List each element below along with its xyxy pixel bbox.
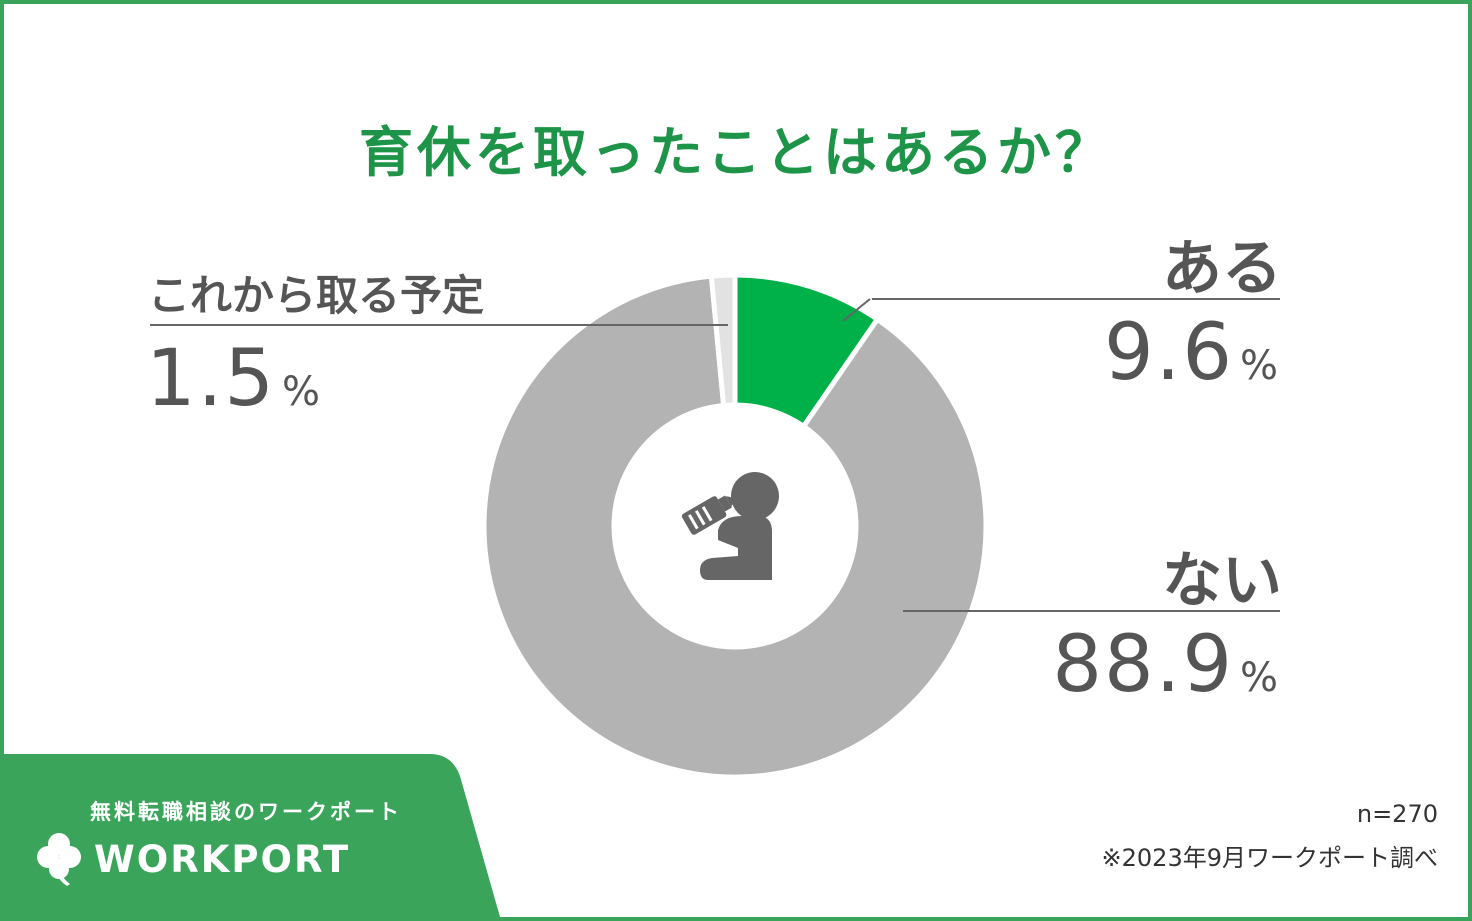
value-nai: 88.9%	[1052, 620, 1280, 710]
label-nai: ない	[1162, 546, 1282, 616]
baby-bottle-icon	[681, 472, 779, 580]
rule-aru	[872, 298, 1280, 300]
brand-panel	[4, 754, 500, 917]
value-kore: 1.5%	[146, 334, 323, 424]
rule-nai	[903, 610, 1280, 612]
brand-tagline: 無料転職相談のワークポート	[90, 800, 402, 824]
sample-size: n=270	[1356, 800, 1438, 828]
clover-icon	[37, 833, 81, 886]
slice-kore	[708, 272, 738, 409]
rule-kore	[150, 324, 600, 326]
label-kore: これから取る予定	[148, 271, 485, 320]
source-note: ※2023年9月ワークポート調べ	[1101, 844, 1438, 872]
leader-line-aru	[842, 298, 871, 322]
slice-nai	[481, 273, 989, 780]
chart-title: 育休を取ったことはあるか？	[359, 121, 1113, 184]
brand-logo-text: WORKPORT	[94, 838, 350, 881]
label-aru: ある	[1162, 234, 1282, 304]
value-aru: 9.6%	[1103, 308, 1280, 398]
